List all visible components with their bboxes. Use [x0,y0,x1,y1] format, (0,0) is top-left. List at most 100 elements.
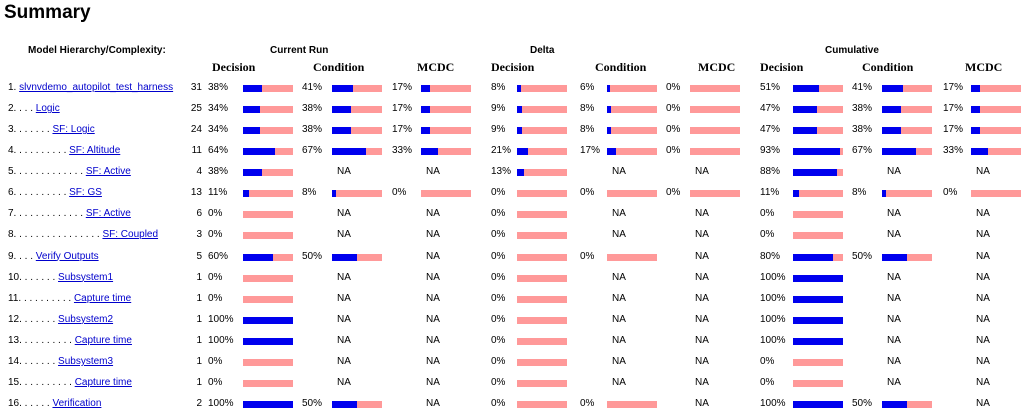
na-text: NA [426,398,440,410]
bar-track [882,148,932,156]
percent-text: 0% [491,334,506,346]
percent-text: 100% [760,271,786,283]
percent-text: 47% [760,103,781,115]
percent-text: 100% [760,292,786,304]
na-text: NA [695,398,709,410]
row-link[interactable]: SF: Active [85,166,131,178]
coverage-bar [332,401,357,409]
coverage-bar [793,190,799,198]
complexity: 31 [190,82,202,93]
bar-track [793,295,843,303]
row-link[interactable]: SF: Altitude [69,145,121,157]
row-link[interactable]: Subsystem3 [58,355,114,367]
bar-track [332,401,382,409]
bar-track [243,295,293,303]
row-label: 4. . . . . . . . . . SF: Altitude [8,145,120,157]
row-link[interactable]: Capture time [73,292,132,304]
column-header: Decision [212,60,256,74]
bar-track [517,358,567,366]
na-text: NA [887,229,901,241]
page-title: Summary [4,2,91,23]
percent-text: 34% [208,124,229,136]
bar-track [607,401,657,409]
row-prefix: 12. . . . . . . [8,313,59,325]
bar-track [517,232,567,240]
row-link[interactable]: SF: Coupled [102,229,159,241]
coverage-bar [793,401,843,409]
bar-track [332,127,382,135]
percent-text: 0% [491,292,506,304]
percent-text: 33% [943,145,964,157]
bar-track [793,337,843,345]
bar-track [793,232,843,240]
row-link[interactable]: Capture time [74,376,132,388]
coverage-bar [243,190,249,198]
percent-text: 0% [208,208,223,220]
percent-text: 47% [760,124,781,136]
row-link[interactable]: Verification [52,398,102,410]
coverage-bar [793,148,840,156]
complexity: 4 [196,166,202,178]
bar-track [690,106,740,114]
row-link[interactable]: Capture time [74,334,132,346]
bar-track [882,127,932,135]
complexity: 1 [196,292,202,304]
row-prefix: 8. . . . . . . . . . . . . . . . [8,229,103,241]
bar-track [690,127,740,135]
row-link[interactable]: SF: Active [85,208,131,220]
percent-text: 13% [491,166,512,178]
row-link[interactable]: Logic [35,103,60,115]
row-label: 3. . . . . . . SF: Logic [8,124,95,136]
na-text: NA [612,229,626,241]
row-label: 7. . . . . . . . . . . . . SF: Active [8,208,131,220]
coverage-bar [882,190,886,198]
percent-text: 21% [491,145,512,157]
na-text: NA [976,229,990,241]
percent-text: 6% [580,82,595,93]
row-link[interactable]: SF: Logic [52,124,95,136]
row-label: 10. . . . . . . Subsystem1 [8,272,113,284]
na-text: NA [337,292,351,304]
coverage-bar [607,148,616,156]
row-label: 14. . . . . . . Subsystem3 [8,356,113,368]
na-text: NA [612,271,626,283]
na-text: NA [976,376,990,388]
percent-text: 0% [580,250,595,262]
percent-text: 34% [208,103,229,115]
row-prefix: 11. . . . . . . . . . [8,292,74,304]
complexity: 6 [196,208,202,220]
bar-track [243,190,293,198]
bar-track [517,253,567,261]
na-text: NA [337,376,351,388]
na-text: NA [976,355,990,367]
coverage-bar [793,274,843,282]
bar-track [517,127,567,135]
percent-text: 64% [208,145,229,157]
bar-track [607,253,657,261]
coverage-bar [332,85,353,92]
percent-text: 9% [491,103,506,115]
percent-text: 100% [760,334,786,346]
bar-track [517,148,567,156]
coverage-bar [882,85,903,92]
bar-track [517,190,567,198]
percent-text: 67% [852,145,873,157]
bar-track [243,337,293,345]
coverage-bar [793,337,843,345]
row-link[interactable]: Subsystem2 [58,313,114,325]
row-link[interactable]: Verify Outputs [35,250,99,262]
bar-track [793,106,843,114]
na-text: NA [337,334,351,346]
percent-text: 0% [666,145,681,157]
complexity: 1 [196,355,202,367]
row-link[interactable]: SF: GS [69,187,102,199]
na-text: NA [612,166,626,178]
coverage-bar [243,169,262,177]
na-text: NA [976,313,990,325]
row-link[interactable]: slvnvdemo_autopilot_test_harness [19,82,174,93]
row-link[interactable]: Subsystem1 [58,271,114,283]
complexity: 11 [191,145,202,157]
coverage-bar [882,253,907,261]
na-text: NA [612,208,626,220]
